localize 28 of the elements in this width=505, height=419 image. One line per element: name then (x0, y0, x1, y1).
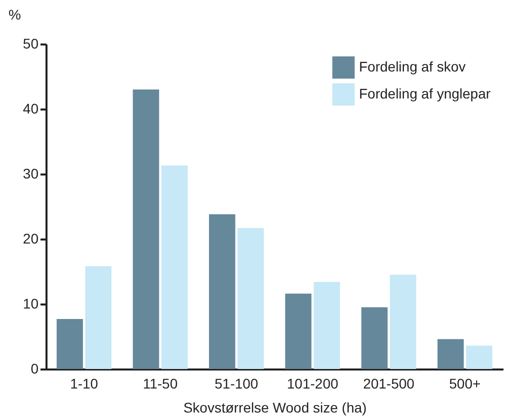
x-tick-label: 101-200 (286, 376, 338, 392)
bar (208, 214, 236, 369)
y-tick-label: 0 (30, 360, 39, 376)
y-tick-label: 50 (22, 36, 39, 52)
legend-label: Fordeling af ynglepar (359, 86, 491, 102)
bar (238, 228, 264, 369)
bar (161, 166, 188, 369)
y-axis-title: % (8, 6, 21, 22)
y-tick-label: 30 (22, 166, 39, 182)
bar (85, 266, 112, 369)
y-tick-label: 40 (22, 100, 39, 116)
x-tick-label: 51-100 (214, 376, 258, 392)
bar (437, 339, 464, 369)
x-tick-label: 500+ (449, 376, 481, 392)
bar (56, 318, 83, 369)
bar (466, 346, 492, 369)
legend-label: Fordeling af skov (359, 58, 466, 74)
y-tick-label: 20 (22, 230, 39, 246)
y-tick-label: 10 (22, 296, 39, 312)
x-axis-title: Skovstørrelse Wood size (ha) (183, 400, 367, 416)
x-tick-label: 11-50 (142, 376, 178, 392)
bar (132, 90, 160, 369)
bar (390, 274, 416, 369)
x-tick-label: 1-10 (70, 376, 98, 392)
bar (285, 294, 312, 369)
bar (361, 307, 388, 369)
bar (314, 282, 340, 369)
x-tick-label: 201-500 (363, 376, 415, 392)
